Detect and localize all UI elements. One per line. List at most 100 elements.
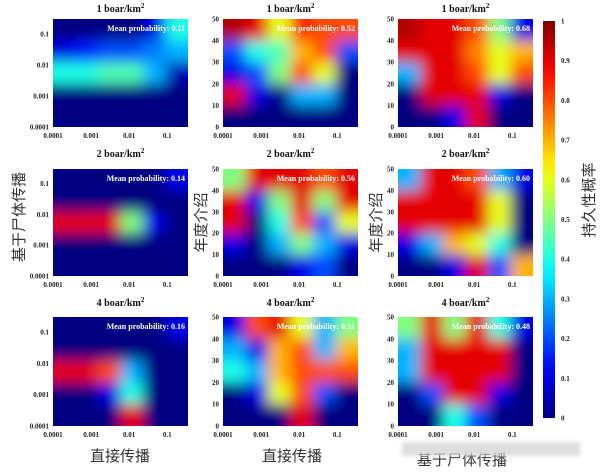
heatmap-cell: [53, 317, 77, 340]
x-tick-label: 0.001: [253, 281, 269, 289]
heatmap-cell: [120, 382, 144, 406]
y-tick-label: 50: [212, 16, 220, 24]
heatmap-cell: [398, 360, 422, 384]
heatmap-cell: [335, 19, 358, 42]
heatmap-cell: [75, 211, 99, 235]
heatmap-cell: [120, 211, 144, 235]
heatmap-cell: [313, 211, 337, 235]
x-tick-label: 0.1: [508, 132, 517, 140]
heatmap-cell: [488, 211, 512, 235]
colorbar-tick-label: 0.5: [561, 216, 570, 224]
x-tick-label: 0.0001: [388, 281, 408, 289]
heatmap-cell: [335, 233, 358, 256]
left-row-label: 基于尸体传播: [10, 172, 28, 262]
heatmap-cell: [420, 338, 444, 362]
y-tick-label: 40: [212, 37, 220, 45]
heatmap-cell: [53, 254, 77, 276]
x-tick-label: 0.01: [123, 431, 136, 439]
heatmap-cell: [75, 169, 99, 192]
heatmap-cell: [98, 254, 122, 276]
heatmap-cell: [75, 317, 99, 340]
panel-title: 4 boar/km2: [442, 296, 490, 309]
heatmap-cell: [53, 360, 77, 384]
heatmap-cell: [268, 338, 292, 362]
heatmap-cell: [143, 19, 167, 42]
heatmap-cell: [120, 190, 144, 213]
panel-title: 2 boar/km2: [97, 147, 145, 160]
heatmap-cell: [98, 169, 122, 192]
y-tick-label: 0.0001: [30, 273, 50, 281]
heatmap-cell: [223, 40, 247, 64]
heatmap-cell: [398, 19, 422, 42]
heatmap-cell: [120, 169, 144, 192]
heatmap-panel: 2 boar/km2 Mean probability: 0.56 0.0001 0.…: [192, 147, 358, 289]
y-tick-label: 0.001: [33, 92, 49, 100]
heatmap-cell: [443, 40, 467, 64]
heatmap-cell: [443, 338, 467, 362]
heatmap-cell: [488, 338, 512, 362]
heatmap-cell: [75, 254, 99, 276]
x-tick-label: 0.1: [163, 281, 172, 289]
heatmap-cell: [290, 105, 314, 127]
heatmap-cell: [290, 382, 314, 406]
y-tick-label: 0.01: [37, 211, 50, 219]
heatmap-cell: [465, 360, 489, 384]
x-tick-label: 0.01: [123, 132, 136, 140]
heatmap-cell: [98, 83, 122, 107]
heatmap-cell: [223, 254, 247, 276]
heatmap-cell: [420, 19, 444, 42]
heatmap-cell: [165, 83, 188, 107]
heatmap-cell: [223, 382, 247, 406]
mean-probability-label: Mean probability: 0.52: [277, 24, 355, 33]
heatmap-cell: [245, 382, 269, 406]
heatmap-cell: [488, 382, 512, 406]
heatmap-cell: [313, 317, 337, 340]
y-tick-label: 50: [387, 314, 395, 322]
x-tick-label: 0.01: [468, 431, 481, 439]
heatmap-cell: [143, 317, 167, 340]
heatmap-cell: [510, 382, 533, 406]
heatmap-cell: [313, 360, 337, 384]
heatmap-cell: [443, 211, 467, 235]
mean-probability-label: Mean probability: 0.11: [107, 24, 185, 33]
x-tick-label: 0.1: [163, 431, 172, 439]
heatmap-cell: [443, 360, 467, 384]
heatmap-cell: [398, 190, 422, 213]
heatmap-cell: [165, 19, 188, 42]
heatmap-cell: [223, 317, 247, 340]
heatmap-cell: [465, 190, 489, 213]
heatmap-cell: [313, 190, 337, 213]
colorbar-tick-label: 0.2: [561, 335, 570, 343]
x-tick-label: 0.1: [333, 132, 342, 140]
heatmap-cell: [120, 233, 144, 256]
heatmap-cell: [143, 360, 167, 384]
heatmap-cell: [165, 62, 188, 85]
y-tick-label: 0: [216, 273, 220, 281]
x-tick-label: 0.001: [428, 431, 444, 439]
heatmap-panel: 1 boar/km2 Mean probability: 0.68 0.0001 0.…: [387, 2, 533, 140]
heatmap-cell: [465, 83, 489, 107]
y-tick-label: 50: [212, 166, 220, 174]
y-tick-label: 40: [387, 335, 395, 343]
heatmap-cell: [98, 19, 122, 42]
x-tick-label: 0.01: [468, 281, 481, 289]
column-xlabel-2: 直接传播: [262, 447, 322, 465]
x-tick-label: 0.0001: [213, 281, 233, 289]
heatmap-cell: [120, 83, 144, 107]
heatmap-cell: [465, 169, 489, 192]
heatmap-cell: [98, 317, 122, 340]
heatmap-cell: [510, 40, 533, 64]
y-tick-label: 0: [216, 124, 220, 132]
heatmap-cell: [245, 338, 269, 362]
heatmap-cell: [53, 105, 77, 127]
y-tick-label: 50: [387, 166, 395, 174]
y-axis-label: 年度介绍: [192, 192, 210, 252]
heatmap-cell: [165, 190, 188, 213]
heatmap-cell: [443, 19, 467, 42]
heatmap-cell: [268, 169, 292, 192]
x-tick-label: 0.001: [428, 281, 444, 289]
heatmap-cell: [465, 211, 489, 235]
heatmap-cell: [398, 338, 422, 362]
